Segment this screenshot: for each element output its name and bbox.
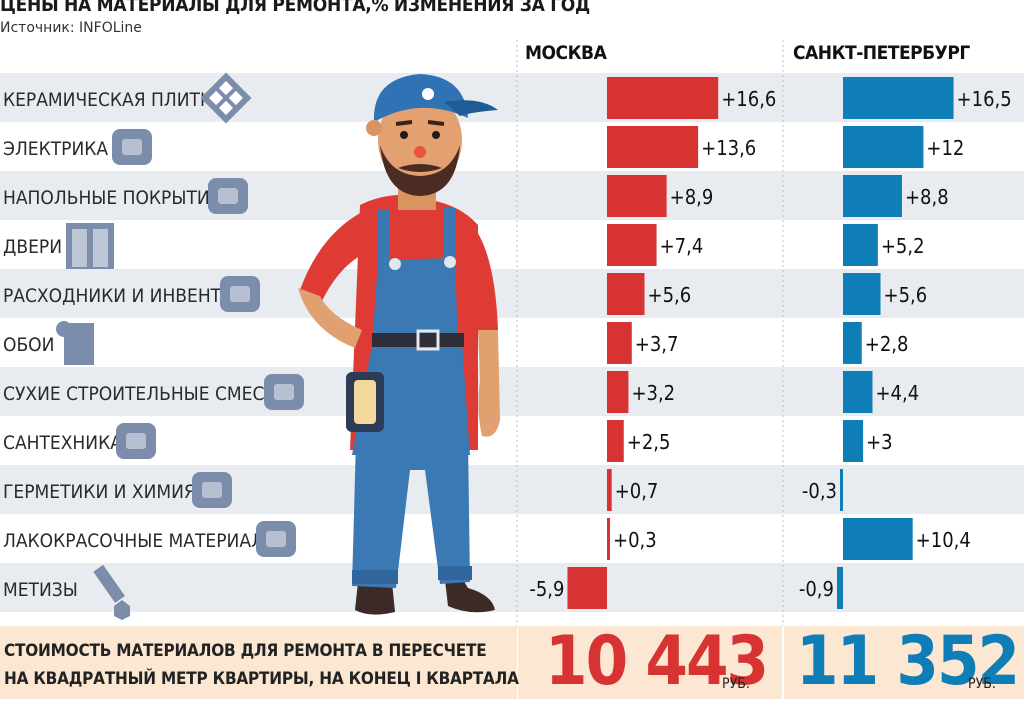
paint-icon bbox=[256, 521, 296, 557]
moscow-bar bbox=[607, 420, 624, 462]
moscow-value-label: +5,6 bbox=[648, 283, 692, 307]
socket-icon bbox=[112, 129, 152, 165]
spb-bar bbox=[843, 518, 913, 560]
spb-cost: 11 352 bbox=[796, 622, 1020, 701]
moscow-value-label: +0,3 bbox=[613, 528, 657, 552]
moscow-column-header: МОСКВА bbox=[525, 42, 607, 64]
moscow-value-label: +2,5 bbox=[627, 430, 671, 454]
value-labels: +16,6 +13,6 +8,9 +7,4 +5,6 +3,7 +3,2 +2,5 +0,7 +0… bbox=[529, 87, 1011, 601]
worker-illustration bbox=[298, 74, 500, 615]
wheelbarrow-icon bbox=[264, 374, 304, 410]
moscow-bar bbox=[567, 567, 607, 609]
footer-band bbox=[0, 626, 1024, 699]
moscow-bar bbox=[607, 322, 632, 364]
spb-value-label: +5,2 bbox=[881, 234, 925, 258]
category-label: ГЕРМЕТИКИ И ХИМИЯ bbox=[3, 481, 196, 503]
moscow-bar bbox=[607, 371, 629, 413]
moscow-value-label: -5,9 bbox=[529, 577, 564, 601]
moscow-bar bbox=[607, 175, 667, 217]
spb-value-label: -0,3 bbox=[802, 479, 837, 503]
footer-caption: СТОИМОСТЬ МАТЕРИАЛОВ ДЛЯ РЕМОНТА В ПЕРЕС… bbox=[4, 637, 519, 693]
door-icon bbox=[66, 223, 114, 269]
spb-cost-unit: РУБ. bbox=[968, 676, 996, 692]
page-title: ЦЕНЫ НА МАТЕРИАЛЫ ДЛЯ РЕМОНТА,% ИЗМЕНЕНИ… bbox=[0, 0, 590, 16]
footer-line-1: СТОИМОСТЬ МАТЕРИАЛОВ ДЛЯ РЕМОНТА В ПЕРЕС… bbox=[4, 641, 487, 661]
spb-value-label: +3 bbox=[866, 430, 893, 454]
row-background bbox=[0, 465, 1024, 514]
spb-bar bbox=[836, 567, 843, 609]
moscow-value-label: +0,7 bbox=[615, 479, 659, 503]
moscow-value-label: +3,7 bbox=[635, 332, 679, 356]
spb-value-label: +10,4 bbox=[916, 528, 971, 552]
category-label: КЕРАМИЧЕСКАЯ ПЛИТКА bbox=[3, 89, 224, 111]
category-labels: КЕРАМИЧЕСКАЯ ПЛИТКА ЭЛЕКТРИКА НАПОЛЬНЫЕ ПО… bbox=[3, 89, 279, 601]
moscow-value-label: +3,2 bbox=[631, 381, 675, 405]
wallpaper-icon bbox=[56, 321, 94, 365]
moscow-value-label: +13,6 bbox=[701, 136, 756, 160]
moscow-bar bbox=[607, 77, 719, 119]
spb-value-label: +2,8 bbox=[865, 332, 909, 356]
spb-value-label: +5,6 bbox=[884, 283, 928, 307]
category-label: САНТЕХНИКА bbox=[3, 432, 122, 454]
bars bbox=[567, 77, 954, 609]
source-note: Источник: INFOLine bbox=[0, 20, 142, 36]
moscow-cost: 10 443 bbox=[545, 622, 769, 701]
category-label: ОБОИ bbox=[3, 334, 54, 356]
footer-line-2: НА КВАДРАТНЫЙ МЕТР КВАРТИРЫ, НА КОНЕЦ I … bbox=[4, 669, 519, 689]
tile-icon bbox=[200, 72, 252, 124]
moscow-value-label: +16,6 bbox=[721, 87, 776, 111]
category-label: ДВЕРИ bbox=[3, 236, 62, 258]
row-background bbox=[0, 563, 1024, 612]
bar-chart: КЕРАМИЧЕСКАЯ ПЛИТКА ЭЛЕКТРИКА НАПОЛЬНЫЕ ПО… bbox=[0, 40, 1024, 626]
spb-bar bbox=[843, 420, 864, 462]
moscow-bar bbox=[607, 224, 657, 266]
bolt-nut-icon bbox=[93, 564, 130, 620]
moscow-bar bbox=[607, 518, 610, 560]
sealant-gun-icon bbox=[192, 472, 232, 508]
moscow-value-label: +7,4 bbox=[660, 234, 704, 258]
spb-bar bbox=[843, 322, 862, 364]
category-label: НАПОЛЬНЫЕ ПОКРЫТИЯ bbox=[3, 187, 222, 209]
category-label: МЕТИЗЫ bbox=[3, 579, 78, 601]
spb-value-label: +12 bbox=[926, 136, 964, 160]
spb-value-label: +16,5 bbox=[957, 87, 1012, 111]
flooring-icon bbox=[208, 178, 248, 214]
category-label: ЛАКОКРАСОЧНЫЕ МАТЕРИАЛЫ bbox=[3, 530, 279, 552]
spb-bar bbox=[843, 273, 881, 315]
category-label: РАСХОДНИКИ И ИНВЕНТАРЬ bbox=[3, 285, 255, 307]
spb-bar bbox=[843, 126, 924, 168]
spb-column-header: САНКТ-ПЕТЕРБУРГ bbox=[793, 42, 970, 64]
spb-bar bbox=[840, 469, 843, 511]
tools-icon bbox=[220, 276, 260, 312]
moscow-bar bbox=[607, 273, 645, 315]
category-label: ЭЛЕКТРИКА bbox=[3, 138, 108, 160]
moscow-value-label: +8,9 bbox=[670, 185, 714, 209]
faucet-icon bbox=[116, 423, 156, 459]
spb-bar bbox=[843, 175, 902, 217]
moscow-bar bbox=[607, 469, 612, 511]
spb-value-label: +8,8 bbox=[905, 185, 949, 209]
spb-bar bbox=[843, 371, 873, 413]
category-label: СУХИЕ СТРОИТЕЛЬНЫЕ СМЕСИ bbox=[3, 383, 277, 405]
spb-value-label: +4,4 bbox=[875, 381, 919, 405]
spb-bar bbox=[843, 224, 878, 266]
moscow-cost-unit: РУБ. bbox=[722, 676, 750, 692]
category-icons bbox=[56, 72, 304, 620]
spb-bar bbox=[843, 77, 954, 119]
spb-value-label: -0,9 bbox=[799, 577, 834, 601]
moscow-bar bbox=[607, 126, 699, 168]
